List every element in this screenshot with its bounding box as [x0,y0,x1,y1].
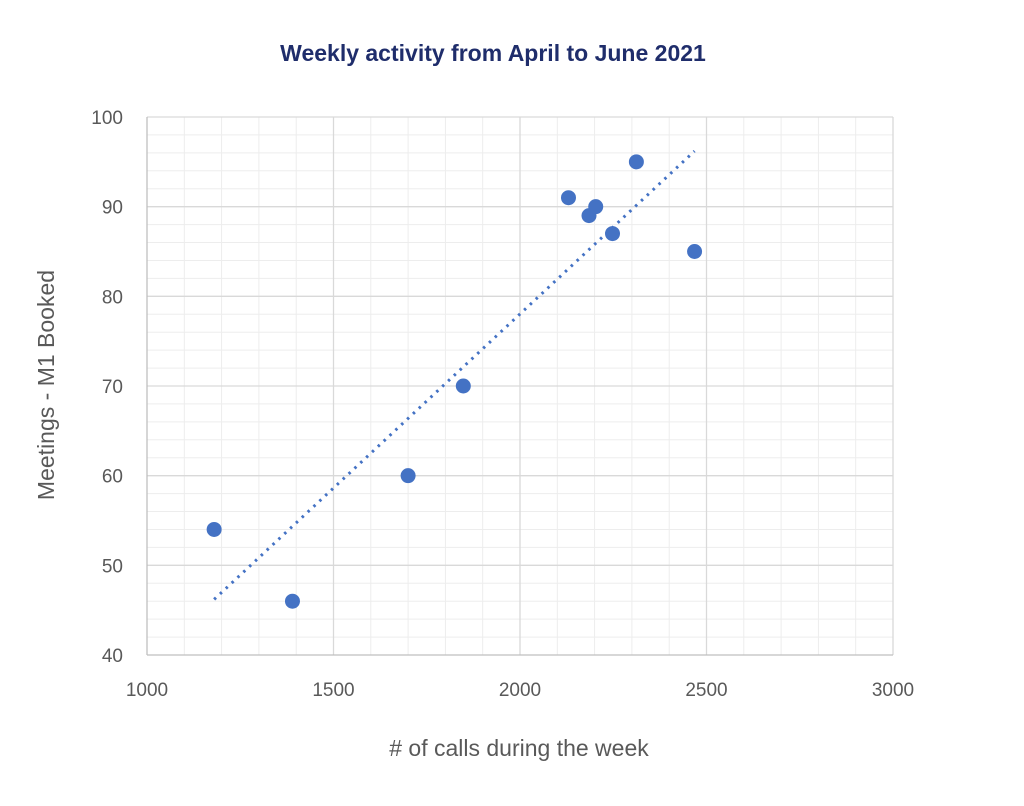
y-tick-label: 60 [102,467,123,488]
y-tick-label: 70 [102,377,123,398]
y-tick-label: 50 [102,556,123,577]
x-tick-label: 2500 [685,680,727,701]
trendline-layer [213,149,696,601]
scatter-point [605,226,621,242]
y-tick-label: 90 [102,198,123,219]
y-axis-title: Meetings - M1 Booked [33,270,59,500]
x-tick-label: 2000 [499,680,541,701]
x-tick-label: 3000 [872,680,914,701]
x-tick-labels: 1000 1500 2000 2500 3000 [126,680,914,701]
scatter-point [687,244,703,259]
y-tick-label: 100 [91,108,123,129]
scatter-point [284,593,300,609]
scatter-point [206,521,222,537]
scatter-point [560,190,576,206]
y-tick-labels: 40 50 60 70 80 90 100 [91,108,123,667]
data-points [206,154,703,609]
y-tick-label: 40 [102,646,123,667]
scatter-point [588,199,604,215]
x-axis-title: # of calls during the week [389,735,649,761]
scatter-point [455,378,471,394]
scatter-point [400,468,416,484]
linear-trendline [213,149,696,601]
plot-axes [146,117,893,656]
y-tick-label: 80 [102,287,123,308]
major-gridlines [147,116,894,655]
scatter-point [628,154,644,170]
x-tick-label: 1500 [312,680,354,701]
x-tick-label: 1000 [126,680,168,701]
chart-title: Weekly activity from April to June 2021 [280,40,706,66]
